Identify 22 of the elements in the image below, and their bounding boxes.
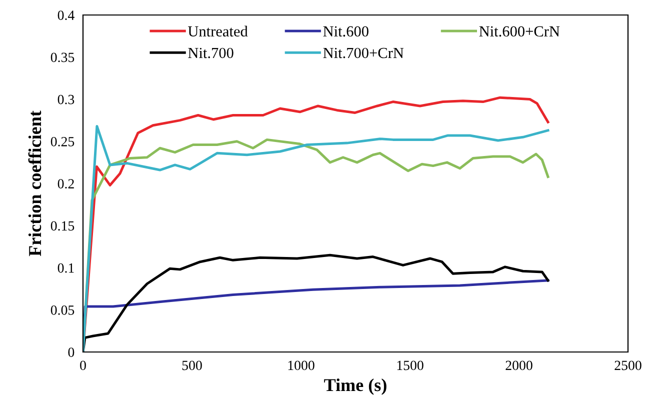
legend-label: Nit.600	[323, 26, 368, 37]
y-tick-label: 0.15	[50, 221, 74, 231]
x-tick-label: 2000	[506, 360, 532, 370]
x-tick-label: 0	[80, 360, 86, 370]
y-tick-label: 0.1	[58, 263, 74, 273]
x-tick-label: 500	[182, 360, 202, 370]
y-tick-label: 0.3	[58, 94, 74, 104]
x-tick-label: 2500	[614, 360, 642, 370]
y-tick-label: 0.2	[58, 179, 74, 189]
y-axis-title: Friction coefficient	[28, 110, 42, 256]
y-tick-label: 0.25	[50, 136, 74, 146]
y-tick-label: 0	[68, 348, 74, 357]
legend-label: Untreated	[188, 26, 248, 37]
x-tick-label: 1500	[397, 360, 424, 370]
legend-label: Nit.700	[188, 48, 234, 58]
x-axis-title: Time (s)	[324, 378, 386, 395]
legend-label: Nit.700+CrN	[323, 48, 404, 58]
x-tick-label: 1000	[288, 360, 314, 370]
y-tick-label: 0.35	[50, 52, 74, 62]
y-tick-label: 0.4	[58, 10, 74, 20]
y-tick-label: 0.05	[50, 305, 74, 315]
legend-label: Nit.600+CrN	[479, 26, 560, 37]
